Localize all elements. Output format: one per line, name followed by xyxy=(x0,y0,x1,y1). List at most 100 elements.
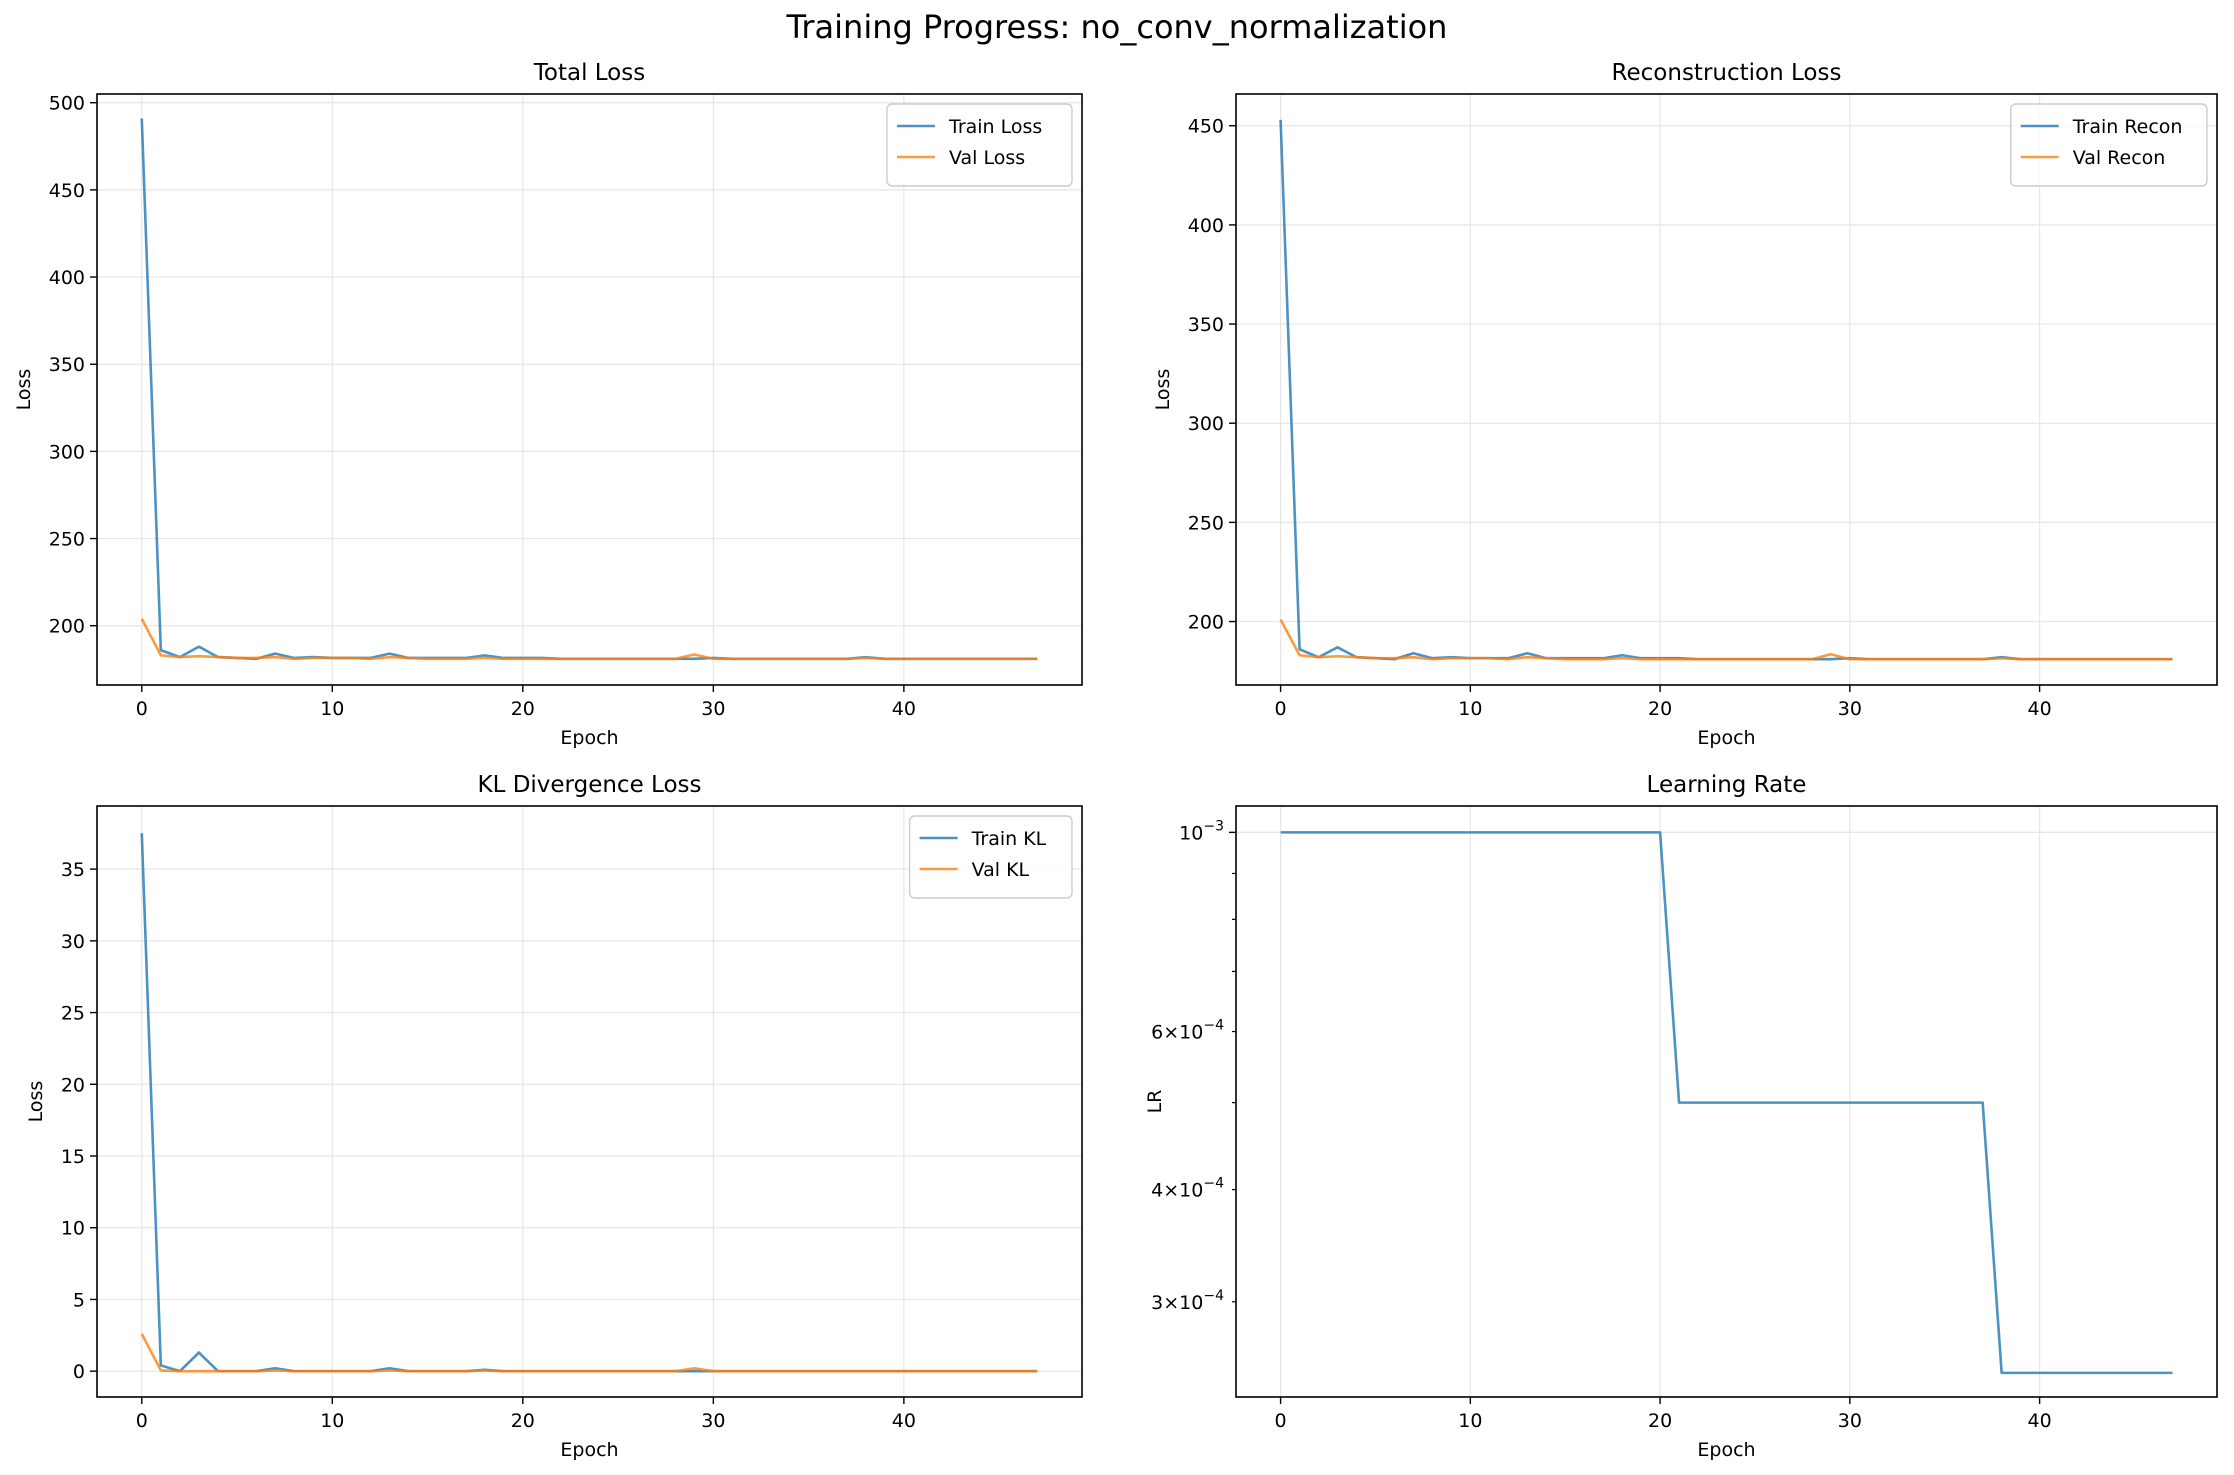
y-tick-times: × xyxy=(1163,1180,1179,1202)
chart-panel-4: 0 10 20 30 4010−36×10−44×10−43×10−4Learning … xyxy=(1144,772,2218,1461)
chart-title: Learning Rate xyxy=(1647,772,1807,798)
y-tick-exponent: −4 xyxy=(1203,1018,1224,1034)
legend-label-1: Train Recon xyxy=(2072,116,2183,138)
y-tick-label: 10 xyxy=(61,1218,85,1240)
y-tick-label: 6×10−4 xyxy=(1151,1018,1224,1044)
series-line-2 xyxy=(1279,618,2173,661)
y-tick-label: 10−3 xyxy=(1179,818,1224,844)
y-tick-label: 0 xyxy=(73,1361,85,1383)
legend-label-2: Val KL xyxy=(972,859,1030,881)
x-tick-label: 20 xyxy=(1648,698,1672,720)
y-tick-mantissa: 6 xyxy=(1151,1022,1163,1044)
y-tick-base: 10 xyxy=(1179,1292,1203,1314)
legend-label-1: Train KL xyxy=(971,828,1047,850)
x-tick-label: 30 xyxy=(1838,1410,1862,1432)
legend-frame xyxy=(2009,103,2208,187)
y-tick-label: 400 xyxy=(1188,215,1224,237)
y-tick-label: 15 xyxy=(61,1146,85,1168)
y-tick-label: 350 xyxy=(49,354,85,376)
axes-frame xyxy=(96,805,1083,1398)
y-axis-label: Loss xyxy=(13,369,35,411)
x-tick-label: 20 xyxy=(1648,1410,1672,1432)
axes-frame xyxy=(1235,805,2218,1398)
legend: Train Recon Val Recon xyxy=(2009,103,2208,187)
series-line-1 xyxy=(1280,831,2173,1375)
legend: Train Loss Val Loss xyxy=(886,103,1073,187)
chart-panel-2: 0 10 20 30 40 200 250 300 350 400 450 Reconstructio… xyxy=(1152,60,2218,749)
y-tick-label: 35 xyxy=(61,859,85,881)
x-tick-label: 20 xyxy=(511,1410,535,1432)
y-tick-label: 350 xyxy=(1188,314,1224,336)
y-tick-label: 200 xyxy=(1188,612,1224,634)
figure-suptitle: Training Progress: no_conv_normalization xyxy=(786,8,1448,46)
chart-panel-1: 0 10 20 30 40 200 250 300 350 400 450 500 Total Loss… xyxy=(13,60,1083,749)
x-tick-label: 10 xyxy=(1458,1410,1482,1432)
y-tick-exponent: −4 xyxy=(1203,1176,1224,1192)
x-tick-label: 10 xyxy=(1458,698,1482,720)
x-tick-label: 0 xyxy=(1275,698,1287,720)
y-tick-base: 10 xyxy=(1179,1022,1203,1044)
chart-title: Total Loss xyxy=(533,60,645,86)
legend-frame xyxy=(886,103,1073,187)
y-tick-label: 5 xyxy=(73,1289,85,1311)
x-tick-label: 10 xyxy=(320,1410,344,1432)
y-tick-label: 300 xyxy=(1188,413,1224,435)
x-tick-label: 40 xyxy=(892,698,916,720)
chart-title: Reconstruction Loss xyxy=(1612,60,1842,86)
chart-panel-3: 0 10 20 30 40 0 5 10 15 20 25 30 35 KL Divergence Los… xyxy=(25,772,1083,1461)
y-tick-label: 30 xyxy=(61,931,85,953)
y-axis-label: Loss xyxy=(25,1081,47,1123)
axes-frame xyxy=(1235,93,2218,686)
x-tick-label: 40 xyxy=(2027,1410,2051,1432)
y-tick-base: 10 xyxy=(1179,1180,1203,1202)
x-axis-label: Epoch xyxy=(1697,1439,1755,1461)
y-tick-label: 200 xyxy=(49,616,85,638)
x-tick-label: 40 xyxy=(2027,698,2051,720)
legend-label-1: Train Loss xyxy=(948,116,1042,138)
y-axis-label: Loss xyxy=(1152,369,1174,411)
x-axis-label: Epoch xyxy=(560,727,618,749)
axes-frame xyxy=(96,93,1083,686)
y-tick-mantissa: 3 xyxy=(1151,1292,1163,1314)
y-tick-mantissa: 4 xyxy=(1151,1180,1163,1202)
y-tick-label: 450 xyxy=(1188,116,1224,138)
y-tick-label: 250 xyxy=(49,529,85,551)
y-tick-label: 25 xyxy=(61,1003,85,1025)
x-tick-label: 0 xyxy=(1275,1410,1287,1432)
legend-frame xyxy=(908,815,1073,899)
series-line-1 xyxy=(140,833,1038,1373)
y-tick-exponent: −3 xyxy=(1203,818,1224,834)
x-tick-label: 20 xyxy=(511,698,535,720)
y-tick-exponent: −4 xyxy=(1203,1288,1224,1304)
x-tick-label: 0 xyxy=(136,1410,148,1432)
x-tick-label: 0 xyxy=(136,698,148,720)
series-line-1 xyxy=(1279,119,2173,661)
y-tick-label: 400 xyxy=(49,267,85,289)
x-tick-label: 30 xyxy=(1838,698,1862,720)
y-tick-label: 250 xyxy=(1188,512,1224,534)
series-line-1 xyxy=(140,118,1038,661)
y-tick-base: 10 xyxy=(1179,822,1203,844)
y-tick-label: 500 xyxy=(49,93,85,115)
y-tick-label: 3×10−4 xyxy=(1151,1288,1224,1314)
x-axis-label: Epoch xyxy=(560,1439,618,1461)
x-tick-label: 40 xyxy=(892,1410,916,1432)
y-tick-times: × xyxy=(1163,1022,1179,1044)
x-tick-label: 30 xyxy=(701,1410,725,1432)
y-tick-times: × xyxy=(1163,1292,1179,1314)
legend-label-2: Val Loss xyxy=(949,147,1025,169)
y-tick-label: 4×10−4 xyxy=(1151,1176,1224,1202)
x-tick-label: 10 xyxy=(320,698,344,720)
y-tick-label: 300 xyxy=(49,441,85,463)
x-tick-label: 30 xyxy=(701,698,725,720)
series-line-2 xyxy=(140,1333,1038,1373)
chart-title: KL Divergence Loss xyxy=(477,772,701,798)
series-line-2 xyxy=(140,618,1038,661)
y-axis-label: LR xyxy=(1144,1090,1166,1114)
x-axis-label: Epoch xyxy=(1697,727,1755,749)
y-tick-label: 450 xyxy=(49,180,85,202)
legend-label-2: Val Recon xyxy=(2073,147,2166,169)
y-tick-label: 20 xyxy=(61,1074,85,1096)
